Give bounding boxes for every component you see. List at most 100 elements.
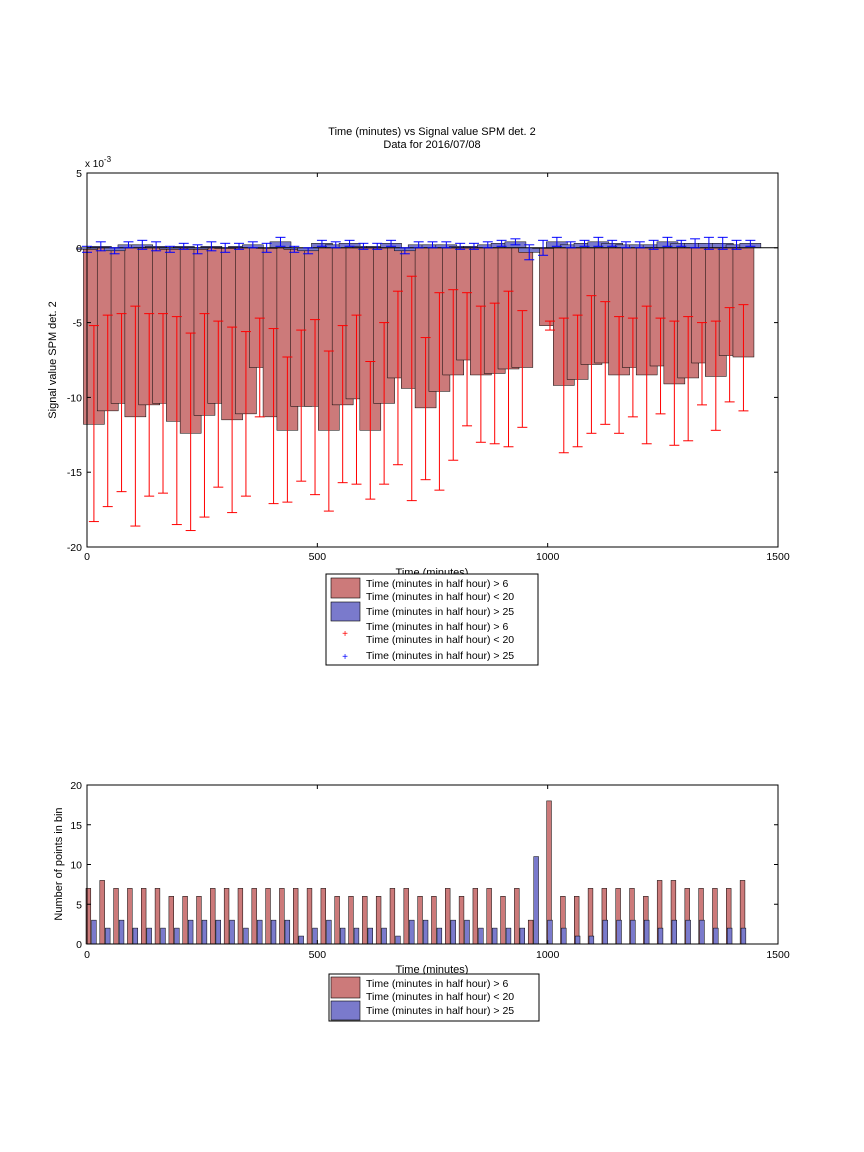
- count-bar-blue: [450, 919, 456, 945]
- count-bar-red: [389, 888, 396, 945]
- count-bar-red: [237, 888, 244, 945]
- count-bar-blue: [671, 919, 678, 945]
- bottom-legend-red-patch: [330, 976, 361, 999]
- top-y-exponent: x 10-3: [85, 155, 112, 170]
- y-tick-label: 15: [70, 820, 82, 832]
- count-bar-blue: [409, 919, 415, 945]
- top-y-exponent-base: x 10: [85, 159, 104, 170]
- count-bar-blue: [326, 919, 332, 945]
- count-bar-blue: [270, 919, 277, 945]
- count-bar-blue: [132, 927, 139, 945]
- count-bar-red: [486, 888, 492, 945]
- count-bar-red: [182, 896, 188, 945]
- count-bar-red: [587, 888, 594, 945]
- count-bar-blue: [478, 927, 484, 945]
- y-tick-label: 10: [70, 860, 82, 872]
- y-tick-label: -20: [67, 542, 82, 554]
- count-bar-red: [320, 888, 326, 945]
- count-bar-blue: [367, 927, 373, 945]
- count-bar-blue: [726, 927, 733, 945]
- count-bar-blue: [105, 927, 111, 945]
- count-bar-blue: [464, 919, 470, 945]
- count-bar-red: [127, 888, 133, 945]
- count-bar-blue: [160, 927, 166, 945]
- count-bar-blue: [395, 935, 401, 945]
- y-tick-label: 5: [76, 168, 82, 180]
- count-bar-red: [431, 896, 437, 945]
- count-bar-blue: [436, 927, 443, 945]
- count-bar-red: [458, 896, 465, 945]
- count-bar-red: [196, 896, 202, 945]
- count-bar-blue: [118, 919, 125, 945]
- top-legend-blue-plus-label: Time (minutes in half hour) > 25: [366, 650, 514, 662]
- count-bar-blue: [257, 919, 263, 945]
- count-bar-red: [223, 888, 230, 945]
- count-bar-blue: [201, 919, 208, 945]
- top-y-exponent-power: -3: [104, 155, 112, 164]
- x-tick-label: 0: [84, 551, 90, 563]
- count-bar-blue: [574, 935, 581, 945]
- top-legend: Time (minutes in half hour) > 6 Time (mi…: [325, 573, 539, 666]
- top-legend-red-label-2: Time (minutes in half hour) < 20: [366, 591, 514, 603]
- count-bar-blue: [243, 927, 249, 945]
- count-bar-blue: [215, 919, 221, 945]
- y-tick-label: -15: [67, 467, 82, 479]
- count-bar-red: [527, 919, 534, 945]
- count-bar-blue: [685, 919, 691, 945]
- count-bar-red: [472, 888, 478, 945]
- count-bar-red: [445, 888, 451, 945]
- top-legend-blue-label: Time (minutes in half hour) > 25: [366, 606, 514, 618]
- count-bar-blue: [381, 927, 387, 945]
- top-legend-blue-plus-marker: +: [342, 652, 348, 663]
- top-chart-title: Time (minutes) vs Signal value SPM det. …: [328, 126, 535, 138]
- count-bar-blue: [146, 927, 152, 945]
- count-bar-blue: [298, 935, 304, 945]
- top-legend-red-label-1: Time (minutes in half hour) > 6: [366, 578, 508, 590]
- count-bar-red: [403, 888, 409, 945]
- count-bar-blue: [713, 927, 719, 945]
- count-bar-blue: [505, 927, 512, 945]
- x-tick-label: 1000: [536, 949, 560, 961]
- x-tick-label: 500: [309, 949, 327, 961]
- top-plot-area: [76, 236, 778, 532]
- bottom-legend-box: [328, 973, 540, 1022]
- top-axis-ticks: 0 500 1000 1500 -20 -15 -10 -5 0 5: [67, 168, 790, 563]
- count-bar-red: [279, 888, 285, 945]
- count-bar-blue: [588, 935, 595, 945]
- count-bar-red: [293, 888, 299, 945]
- count-bar-red: [375, 896, 382, 945]
- count-bar-blue: [616, 919, 622, 945]
- count-bar-blue: [519, 927, 525, 945]
- bottom-y-axis-label: Number of points in bin: [53, 807, 65, 920]
- count-bar-blue: [630, 919, 636, 945]
- top-chart-subtitle: Data for 2016/07/08: [383, 139, 480, 151]
- count-bar-red: [251, 888, 257, 945]
- x-tick-label: 1500: [766, 949, 790, 961]
- count-bar-red: [265, 888, 271, 945]
- count-bar-blue: [644, 919, 650, 945]
- count-bar-red: [154, 888, 161, 945]
- count-bar-blue: [353, 927, 360, 945]
- top-legend-blue-patch: [330, 601, 361, 622]
- bottom-plot-area: [85, 800, 747, 945]
- bottom-legend-blue-label: Time (minutes in half hour) > 25: [366, 1005, 514, 1017]
- top-legend-red-plus-label-1: Time (minutes in half hour) > 6: [366, 621, 508, 633]
- bottom-axis-ticks: 0 500 1000 1500 0 5 10 15 20: [70, 780, 790, 961]
- count-bar-red: [500, 896, 506, 945]
- count-bar-blue: [547, 919, 553, 945]
- y-tick-label: -10: [67, 392, 82, 404]
- x-tick-label: 0: [84, 949, 90, 961]
- count-bar-red: [141, 888, 147, 945]
- count-bar-blue: [174, 927, 180, 945]
- count-bar-red: [417, 896, 423, 945]
- x-tick-label: 1000: [536, 551, 560, 563]
- count-bar-blue: [284, 919, 291, 945]
- count-bar-red: [210, 888, 216, 945]
- bottom-chart: 0 500 1000 1500 0 5 10 15 20 Time (minutes) Numb…: [53, 780, 790, 1022]
- top-legend-red-plus-label-2: Time (minutes in half hour) < 20: [366, 634, 514, 646]
- y-tick-label: 20: [70, 780, 82, 792]
- count-bar-blue: [340, 927, 346, 945]
- top-legend-red-plus-marker: +: [342, 629, 348, 640]
- count-bar-red: [348, 896, 354, 945]
